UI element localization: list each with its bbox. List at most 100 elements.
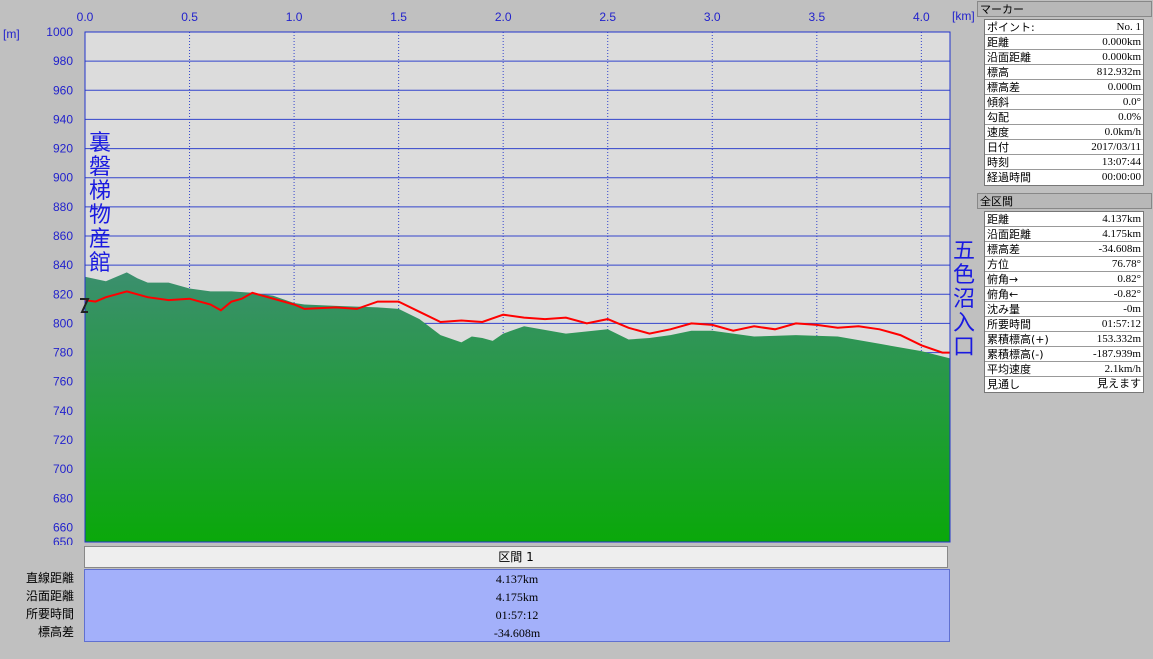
- total-row: 距離 4.137km: [985, 212, 1143, 227]
- total-row: 沿面距離 4.175km: [985, 227, 1143, 242]
- y-axis-unit: [m]: [3, 27, 20, 41]
- marker-info-table: ポイント: No. 1 距離 0.000km 沿面距離 0.000km 標高 812.932m…: [984, 19, 1144, 186]
- start-marker-icon: [80, 298, 90, 313]
- y-tick-label: 860: [53, 229, 73, 243]
- total-row-value: -34.608m: [1098, 243, 1141, 255]
- total-row-value: -0m: [1123, 303, 1141, 315]
- marker-row: 傾斜 0.0°: [985, 95, 1143, 110]
- end-point-label: 五色沼入口: [953, 239, 975, 360]
- total-row: 標高差 -34.608m: [985, 242, 1143, 257]
- section-header[interactable]: 区間 1: [84, 546, 948, 568]
- x-tick-label: 0.0: [77, 10, 94, 24]
- summary-surface-distance-value: 4.175km: [495, 590, 539, 604]
- y-tick-label: 880: [53, 200, 73, 214]
- total-row-value: -187.939m: [1093, 348, 1141, 360]
- marker-row-value: 0.0%: [1118, 111, 1141, 123]
- elevation-profile-chart[interactable]: 0.0 0.5 1.0 1.5 2.0 2.5 3.0 3.5 4.0 1000 980 960 94…: [0, 0, 975, 545]
- total-row-value: 01:57:12: [1101, 318, 1141, 330]
- y-tick-label: 740: [53, 404, 73, 418]
- vertical-label-char: 磐: [89, 155, 111, 180]
- marker-row-value: 0.000km: [1102, 36, 1141, 48]
- x-tick-label: 3.5: [808, 10, 825, 24]
- total-row: 累積標高(+) 153.332m: [985, 332, 1143, 347]
- marker-row-label: 日付: [987, 141, 1009, 154]
- y-tick-label: 820: [53, 287, 73, 301]
- summary-duration-value: 01:57:12: [495, 608, 539, 622]
- y-tick-label: 1000: [46, 25, 73, 39]
- x-tick-label: 1.5: [390, 10, 407, 24]
- y-tick-label: 800: [53, 316, 73, 330]
- total-row-value: 0.82°: [1117, 273, 1141, 285]
- x-tick-label: 1.0: [286, 10, 303, 24]
- y-tick-label: 700: [53, 462, 73, 476]
- vertical-label-char: 入: [953, 311, 975, 336]
- x-axis-ticks: 0.0 0.5 1.0 1.5 2.0 2.5 3.0 3.5 4.0: [77, 10, 930, 24]
- marker-row: 速度 0.0km/h: [985, 125, 1143, 140]
- summary-elevation-diff-value: -34.608m: [493, 626, 541, 640]
- marker-row: 標高 812.932m: [985, 65, 1143, 80]
- total-row-label: 方位: [987, 258, 1009, 271]
- y-axis-ticks: 1000 980 960 940 920 900 880 860 840 820 800 780 760…: [46, 25, 73, 545]
- total-row-label: 沈み量: [987, 303, 1020, 316]
- marker-row-label: 速度: [987, 126, 1009, 139]
- y-tick-label: 840: [53, 258, 73, 272]
- total-row-value: 2.1km/h: [1104, 363, 1141, 375]
- vertical-label-char: 産: [89, 227, 111, 252]
- marker-row-value: 13:07:44: [1101, 156, 1141, 168]
- vertical-label-char: 物: [89, 203, 111, 228]
- marker-row: 時刻 13:07:44: [985, 155, 1143, 170]
- marker-row-value: 0.000m: [1107, 81, 1141, 93]
- total-row-value: 見えます: [1097, 378, 1141, 390]
- total-row: 平均速度 2.1km/h: [985, 362, 1143, 377]
- marker-row: 経過時間 00:00:00: [985, 170, 1143, 185]
- marker-row-label: 沿面距離: [987, 51, 1031, 64]
- total-row-value: 4.137km: [1102, 213, 1141, 225]
- total-row: 方位 76.78°: [985, 257, 1143, 272]
- y-tick-label: 680: [53, 491, 73, 505]
- summary-straight-distance-value: 4.137km: [495, 572, 539, 586]
- y-tick-label: 920: [53, 142, 73, 156]
- start-point-label: 裏磐梯物産館: [89, 131, 111, 276]
- marker-row-label: 傾斜: [987, 96, 1009, 109]
- total-row: 俯角→ 0.82°: [985, 272, 1143, 287]
- y-tick-label: 650: [53, 535, 73, 545]
- marker-row-value: 00:00:00: [1101, 171, 1141, 183]
- marker-row: 日付 2017/03/11: [985, 140, 1143, 155]
- marker-row-label: 時刻: [987, 156, 1009, 169]
- x-tick-label: 2.0: [495, 10, 512, 24]
- vertical-label-char: 色: [953, 263, 975, 288]
- summary-surface-distance-label: 沿面距離: [25, 589, 74, 603]
- marker-row-value: 812.932m: [1096, 66, 1141, 78]
- summary-elevation-diff-label: 標高差: [37, 625, 74, 639]
- vertical-label-char: 裏: [89, 131, 111, 156]
- total-row: 沈み量 -0m: [985, 302, 1143, 317]
- marker-row-label: ポイント:: [987, 21, 1035, 34]
- total-row-label: 累積標高(+): [987, 333, 1049, 346]
- section-summary-box: 4.137km 4.175km 01:57:12 -34.608m: [84, 569, 950, 642]
- y-tick-label: 660: [53, 520, 73, 534]
- total-panel-title: 全区間: [977, 193, 1152, 209]
- total-row: 俯角← -0.82°: [985, 287, 1143, 302]
- total-row-value: 153.332m: [1096, 333, 1141, 345]
- track-elevation-line: [84, 290, 950, 354]
- marker-row-label: 標高差: [987, 81, 1020, 94]
- y-tick-label: 780: [53, 346, 73, 360]
- x-tick-label: 0.5: [181, 10, 198, 24]
- y-tick-label: 720: [53, 433, 73, 447]
- y-tick-label: 760: [53, 375, 73, 389]
- y-tick-label: 940: [53, 112, 73, 126]
- marker-row-label: 距離: [987, 36, 1009, 49]
- x-tick-label: 3.0: [704, 10, 721, 24]
- x-axis-unit: [km]: [952, 9, 975, 23]
- total-row: 所要時間 01:57:12: [985, 317, 1143, 332]
- marker-row-value: 2017/03/11: [1091, 141, 1141, 153]
- marker-row: 距離 0.000km: [985, 35, 1143, 50]
- terrain-area-series: [85, 272, 950, 542]
- marker-row-value: 0.0°: [1122, 96, 1141, 108]
- marker-row-label: 勾配: [987, 111, 1009, 124]
- total-row-label: 標高差: [987, 243, 1020, 256]
- total-row-value: 4.175km: [1102, 228, 1141, 240]
- y-tick-label: 900: [53, 171, 73, 185]
- total-panel: 全区間 距離 4.137km 沿面距離 4.175km 標高差 -34.608m 方位 76.…: [977, 193, 1152, 393]
- marker-row: ポイント: No. 1: [985, 20, 1143, 35]
